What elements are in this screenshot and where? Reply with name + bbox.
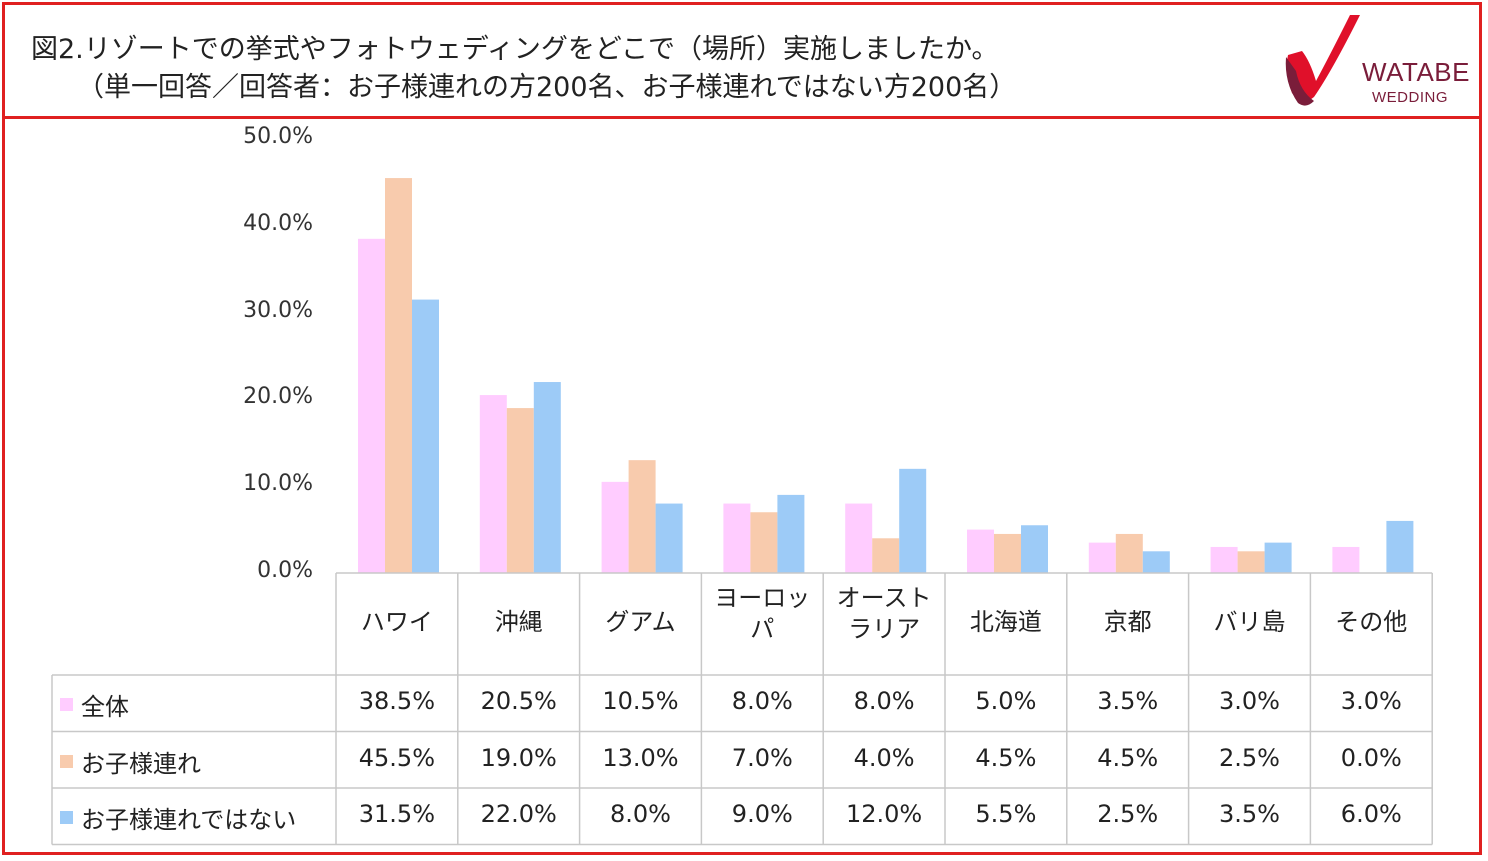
category-label: ハワイ: [336, 607, 458, 638]
bar: [601, 481, 629, 573]
series-name: お子様連れ: [81, 749, 201, 778]
bar: [1210, 546, 1238, 573]
header: 図2.リゾートでの挙式やフォトウェディングをどこで（場所）実施しましたか。 （単…: [5, 5, 1479, 119]
bar: [628, 460, 656, 573]
data-cell: 13.0%: [602, 743, 679, 772]
logo-text-watabe: WATABE: [1362, 57, 1470, 87]
y-tick-label: 10.0%: [243, 471, 313, 497]
bar: [750, 512, 778, 573]
category-label-line: ラリア: [848, 615, 921, 644]
legend-row-label: お子様連れ: [60, 744, 201, 779]
data-cell: 9.0%: [731, 800, 793, 828]
y-tick-label: 0.0%: [257, 558, 313, 583]
bar: [1332, 546, 1360, 573]
data-cell: 19.0%: [480, 743, 557, 772]
bar: [723, 503, 751, 573]
legend-swatch: [60, 754, 73, 768]
legend-swatch: [60, 811, 73, 824]
ribbon-logo-icon: [1285, 15, 1360, 106]
bar: [412, 299, 439, 573]
data-cell: 7.0%: [731, 743, 793, 772]
category-label: 沖縄: [458, 607, 580, 638]
y-tick-label: 40.0%: [243, 210, 313, 236]
data-cell: 3.5%: [1097, 687, 1159, 715]
bar: [777, 494, 805, 573]
data-cell: 5.5%: [975, 800, 1037, 828]
data-cell: 8.0%: [853, 687, 915, 715]
bar: [872, 538, 900, 573]
bar: [1115, 533, 1143, 573]
data-cell: 4.5%: [1097, 743, 1159, 772]
data-cell: 5.0%: [975, 687, 1037, 715]
chart-subtitle: （単一回答／回答者：お子様連れの方200名、お子様連れではない方200名）: [77, 72, 1017, 103]
data-cell: 2.5%: [1219, 743, 1280, 772]
bar: [1264, 542, 1292, 573]
bar: [385, 178, 412, 573]
bar: [533, 382, 561, 573]
data-cell: 12.0%: [845, 800, 923, 828]
data-cell: 0.0%: [1340, 743, 1402, 772]
y-tick-label: 50.0%: [243, 124, 313, 149]
category-label: グアム: [580, 607, 702, 638]
data-cell: 31.5%: [358, 800, 436, 828]
series-name: 全体: [81, 693, 129, 721]
bar: [479, 395, 507, 573]
bar: [1021, 525, 1048, 573]
data-cell: 22.0%: [480, 800, 557, 828]
y-tick-label: 20.0%: [243, 384, 313, 410]
bar: [899, 468, 927, 573]
bar: [1237, 551, 1265, 573]
category-label: 北海道: [945, 607, 1067, 638]
data-cell: 45.5%: [358, 743, 436, 772]
bar: [655, 503, 683, 573]
series-name: お子様連れではない: [81, 806, 297, 834]
y-tick-label: 30.0%: [243, 297, 313, 323]
legend-row-label: 全体: [60, 687, 129, 722]
category-label-line: 京都: [1103, 608, 1152, 636]
category-label-line: ハワイ: [360, 608, 433, 636]
data-cell: 8.0%: [610, 800, 671, 828]
data-cell: 4.0%: [853, 743, 915, 772]
data-cell: 2.5%: [1097, 800, 1159, 828]
data-cell: 4.5%: [975, 743, 1037, 772]
category-label-line: その他: [1335, 608, 1408, 636]
category-label-line: バリ島: [1213, 608, 1286, 636]
legend-row-label: お子様連れではない: [60, 800, 296, 835]
category-label-line: オースト: [836, 584, 932, 612]
data-cell: 20.5%: [480, 687, 557, 715]
data-cell: 3.0%: [1340, 687, 1402, 715]
category-label: ヨーロッパ: [701, 583, 823, 645]
data-cell: 6.0%: [1340, 800, 1402, 828]
data-cell: 10.5%: [602, 687, 679, 715]
logo-text-wedding: WEDDING: [1372, 89, 1448, 106]
bar: [994, 533, 1021, 573]
category-label: その他: [1310, 607, 1432, 638]
watabe-wedding-logo: WATABE WEDDING: [1280, 11, 1480, 111]
category-label: 京都: [1067, 607, 1189, 638]
category-label-line: 北海道: [969, 608, 1042, 636]
bar: [967, 529, 994, 573]
data-cell: 3.5%: [1219, 800, 1280, 828]
data-cell: 38.5%: [358, 687, 436, 715]
category-label-line: グアム: [605, 608, 676, 636]
category-label-line: 沖縄: [494, 608, 543, 636]
category-label: バリ島: [1189, 607, 1311, 638]
category-label-line: ヨーロッ: [714, 584, 811, 612]
legend-swatch: [60, 698, 73, 711]
data-cell: 8.0%: [731, 687, 793, 715]
bar: [1088, 542, 1116, 573]
bar: [1386, 520, 1414, 573]
bar: [845, 503, 873, 573]
data-cell: 3.0%: [1219, 687, 1280, 715]
category-label-line: パ: [750, 615, 775, 644]
bar: [358, 238, 385, 573]
chart-title: 図2.リゾートでの挙式やフォトウェディングをどこで（場所）実施しましたか。: [31, 34, 999, 65]
bar: [506, 408, 534, 573]
bar: [1142, 551, 1170, 573]
category-label: オースト ラリア: [823, 583, 945, 645]
